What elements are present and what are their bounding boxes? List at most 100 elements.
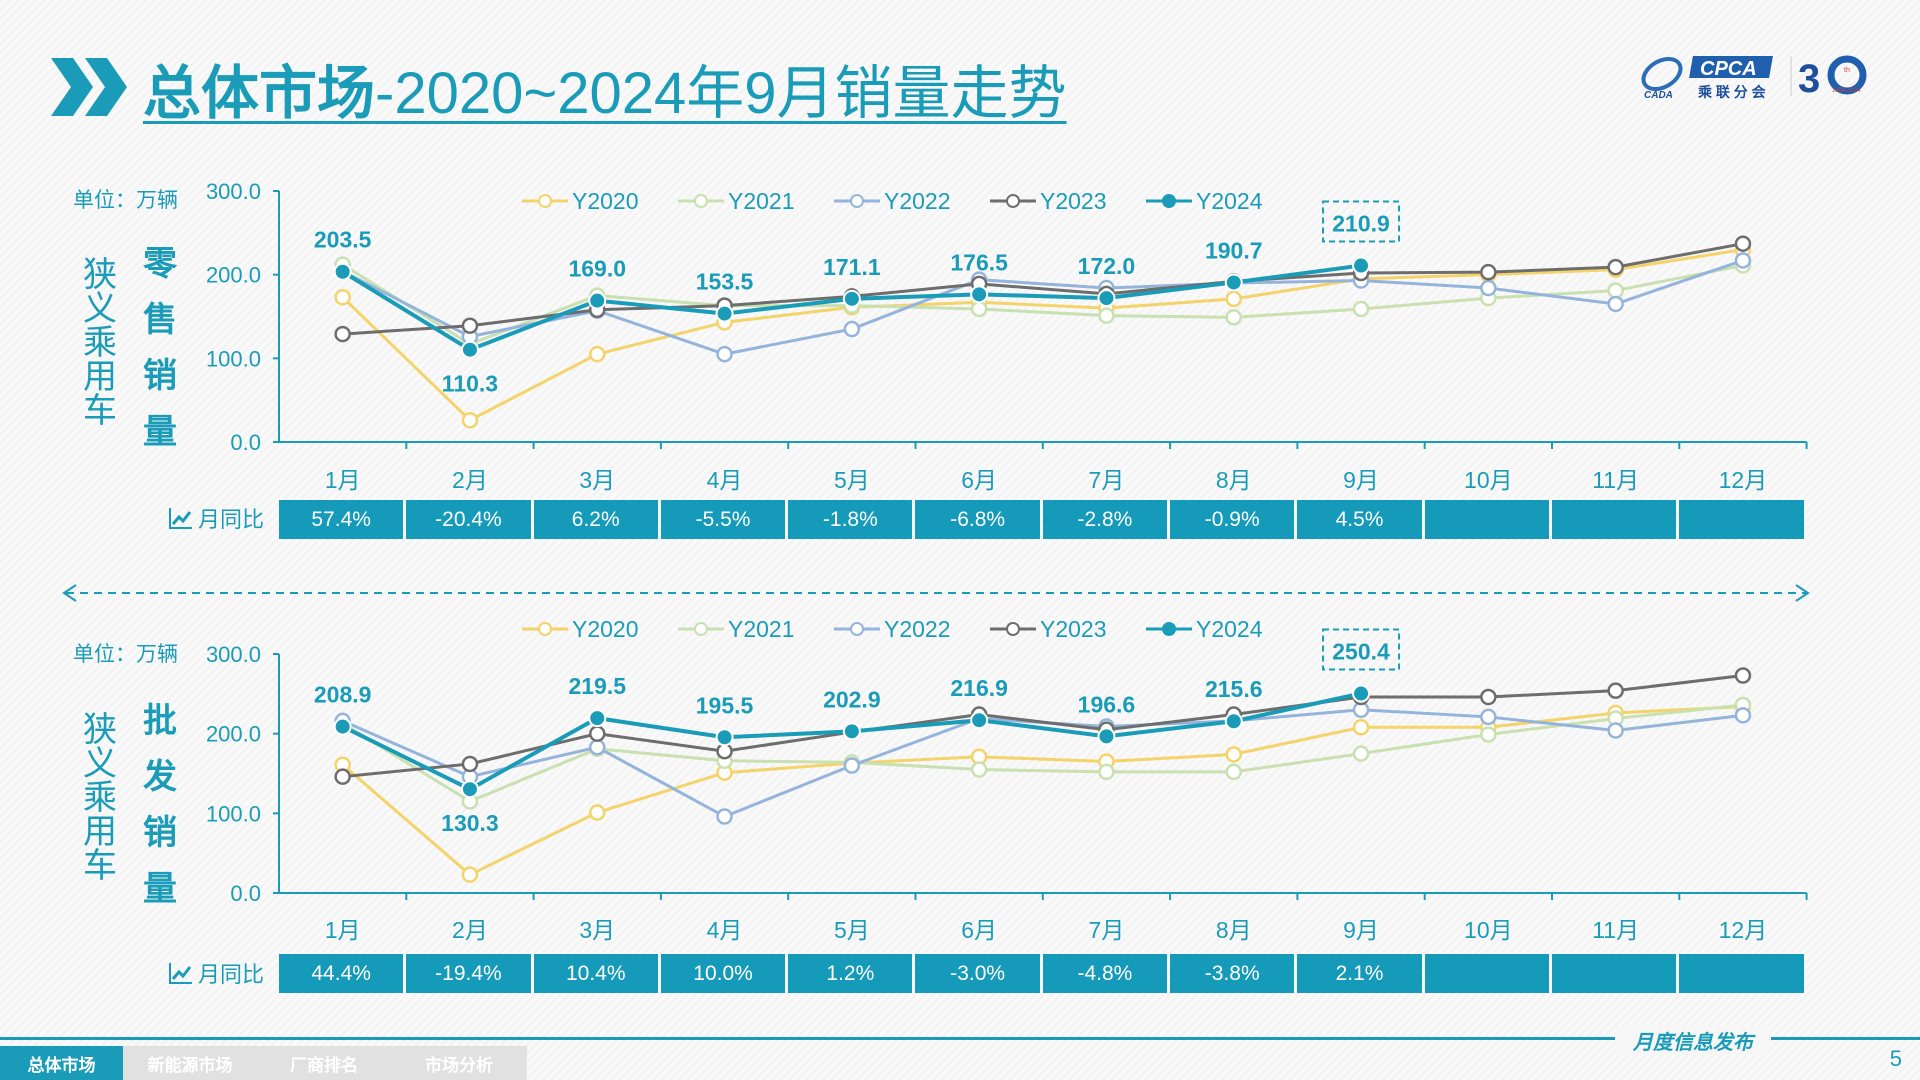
data-point <box>842 289 861 308</box>
data-label: 216.9 <box>950 675 1008 701</box>
yoy-cell: 10.0% <box>660 954 786 993</box>
yoy-cell: 2.1% <box>1297 954 1422 993</box>
legend-marker <box>694 622 708 636</box>
x-tick-label: 1月 <box>325 917 361 943</box>
legend-item-y2022: Y2022 <box>834 188 951 214</box>
data-label: 171.1 <box>823 254 881 280</box>
x-tick-label: 8月 <box>1216 917 1252 943</box>
highlight-box <box>1322 200 1401 243</box>
data-point <box>1225 309 1242 326</box>
data-point <box>1097 289 1116 308</box>
yoy-cell: -0.9% <box>1170 500 1295 539</box>
data-label: 153.5 <box>696 269 754 295</box>
legend-marker <box>850 622 864 636</box>
yoy-cell <box>1424 954 1549 993</box>
yoy-cell <box>1679 500 1804 539</box>
tab-overall-market[interactable]: 总体市场 <box>0 1046 123 1080</box>
data-point <box>1607 682 1624 699</box>
data-label: 169.0 <box>568 256 626 282</box>
retail-unit-label: 单位：万辆 <box>73 189 178 212</box>
svg-text:1994-2024: 1994-2024 <box>1832 88 1861 94</box>
data-label: 195.5 <box>696 692 754 718</box>
wholesale-unit-label: 单位：万辆 <box>73 643 178 666</box>
data-point <box>1607 282 1624 299</box>
data-point <box>1352 684 1371 703</box>
data-point <box>460 340 479 359</box>
data-point <box>589 725 606 742</box>
yoy-cell: 4.5% <box>1297 500 1422 539</box>
data-label: 196.6 <box>1078 691 1136 717</box>
data-point <box>461 866 479 883</box>
legend-label: Y2022 <box>884 188 951 214</box>
data-point <box>589 738 606 756</box>
data-label: 203.5 <box>314 227 372 253</box>
series-line <box>342 708 1744 819</box>
x-tick-label: 1月 <box>325 467 361 493</box>
data-label: 172.0 <box>1078 253 1136 279</box>
series-line <box>341 263 1744 346</box>
cpca-logo: CADA CPCA 乘 联 分 会 3 th 1994-2024 <box>1641 55 1867 101</box>
legend-item-y2023: Y2023 <box>990 616 1107 642</box>
data-point <box>1607 295 1624 313</box>
legend-label: Y2021 <box>728 616 795 642</box>
footer-tag: 月度信息发布 <box>1615 1026 1771 1055</box>
data-point <box>970 711 989 730</box>
yoy-cell: -2.8% <box>1042 500 1168 539</box>
line-chart-retail: 0.0 100.0 200.0 300.0 1月 2月 3月 4月 5月 6月 7月 8月 9月 10月 1… <box>206 179 1808 493</box>
data-point <box>715 728 734 747</box>
data-point <box>1098 307 1115 324</box>
data-label: 208.9 <box>314 682 372 708</box>
wholesale-metric-label: 批发销量 <box>143 702 177 908</box>
y-tick-label: 300.0 <box>206 642 261 667</box>
series-y2021 <box>334 696 1752 810</box>
yoy-cell <box>1424 500 1549 539</box>
legend-item-y2020: Y2020 <box>522 616 639 642</box>
yoy-cell: -4.8% <box>1042 954 1168 993</box>
series-line <box>342 242 1744 336</box>
data-point <box>1352 745 1370 762</box>
data-point <box>1352 300 1370 318</box>
x-tick-label: 4月 <box>707 917 743 943</box>
retail-metric-label: 零售销量 <box>143 245 177 451</box>
data-point <box>589 345 606 363</box>
legend-label: Y2022 <box>884 616 951 642</box>
yoy-cell <box>1551 954 1677 993</box>
yoy-cell: -1.8% <box>788 500 913 539</box>
x-tick-label: 10月 <box>1464 917 1513 943</box>
data-point <box>1224 273 1243 292</box>
series-line <box>342 674 1744 779</box>
data-point <box>716 345 733 363</box>
x-tick-label: 3月 <box>579 467 615 493</box>
legend-label: Y2021 <box>728 188 795 214</box>
x-tick-label: 11月 <box>1592 917 1639 943</box>
series-line <box>341 703 1744 804</box>
chevron-icon <box>51 58 127 116</box>
data-point <box>589 804 606 821</box>
series-y2023 <box>334 667 1752 785</box>
legend-marker <box>1162 194 1176 208</box>
series-y2024: 203.5 110.3 169.0 153.5 171.1 176.5 172.0 190.7… <box>314 200 1401 397</box>
data-point <box>715 304 734 323</box>
data-point <box>1098 763 1115 781</box>
tab-nev-market[interactable]: 新能源市场 <box>123 1046 257 1080</box>
title-bold: 总体市场 <box>143 61 376 126</box>
x-tick-label: 12月 <box>1719 917 1768 943</box>
tab-market-analysis[interactable]: 市场分析 <box>391 1046 527 1080</box>
tab-maker-ranking[interactable]: 厂商排名 <box>257 1046 391 1080</box>
data-point <box>970 761 988 778</box>
x-tick-label: 5月 <box>834 467 870 493</box>
yoy-cell: 57.4% <box>279 500 404 539</box>
x-tick-label: 6月 <box>961 467 997 493</box>
data-point <box>1734 235 1752 252</box>
svg-text:乘 联 分 会: 乘 联 分 会 <box>1697 84 1767 100</box>
yoy-cell: -6.8% <box>915 500 1040 539</box>
data-point <box>334 289 351 306</box>
data-label: 176.5 <box>950 249 1008 275</box>
legend-marker <box>538 622 552 636</box>
data-point <box>461 411 479 429</box>
x-tick-label: 4月 <box>707 467 743 493</box>
data-point <box>716 808 733 825</box>
x-tick-label: 8月 <box>1216 467 1252 493</box>
y-tick-label: 200.0 <box>206 722 261 747</box>
yoy-label-text: 月同比 <box>198 962 265 987</box>
